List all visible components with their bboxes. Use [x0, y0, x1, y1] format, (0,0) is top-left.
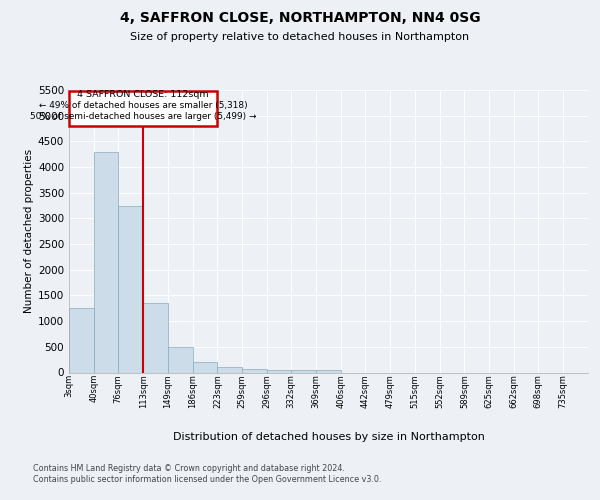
Bar: [167, 348, 193, 372]
Y-axis label: Number of detached properties: Number of detached properties: [24, 149, 34, 314]
Bar: [291, 370, 316, 372]
Text: Size of property relative to detached houses in Northampton: Size of property relative to detached ho…: [130, 32, 470, 42]
Bar: [69, 308, 94, 372]
Bar: [267, 370, 291, 372]
Text: ← 49% of detached houses are smaller (5,318): ← 49% of detached houses are smaller (5,…: [39, 100, 248, 110]
Bar: [193, 362, 217, 372]
Text: Contains HM Land Registry data © Crown copyright and database right 2024.: Contains HM Land Registry data © Crown c…: [33, 464, 345, 473]
Text: 4, SAFFRON CLOSE, NORTHAMPTON, NN4 0SG: 4, SAFFRON CLOSE, NORTHAMPTON, NN4 0SG: [119, 11, 481, 25]
Bar: [94, 152, 118, 372]
Text: Distribution of detached houses by size in Northampton: Distribution of detached houses by size …: [173, 432, 485, 442]
Text: 4 SAFFRON CLOSE: 112sqm: 4 SAFFRON CLOSE: 112sqm: [77, 90, 209, 100]
Bar: [242, 369, 267, 372]
Bar: [316, 370, 341, 372]
Text: Contains public sector information licensed under the Open Government Licence v3: Contains public sector information licen…: [33, 475, 382, 484]
Bar: [143, 303, 167, 372]
Text: 50% of semi-detached houses are larger (5,499) →: 50% of semi-detached houses are larger (…: [30, 112, 256, 120]
Bar: [217, 368, 242, 372]
FancyBboxPatch shape: [69, 91, 217, 126]
Bar: [118, 206, 143, 372]
